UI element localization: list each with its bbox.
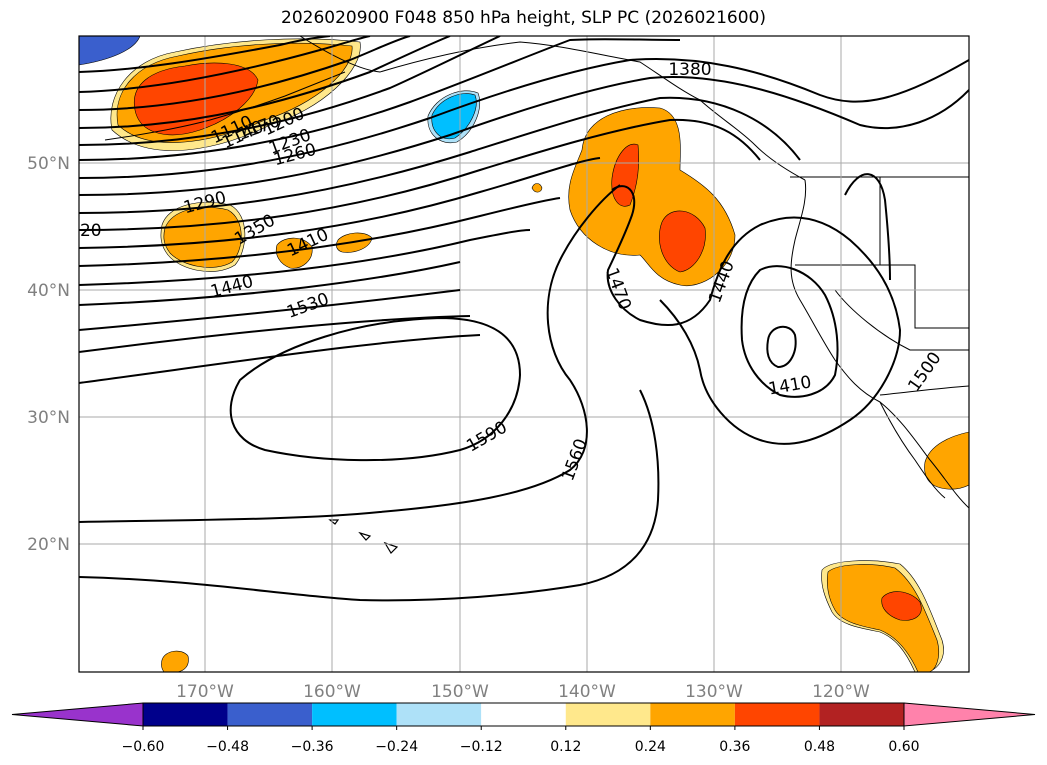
anomaly-shade-orange [161,650,189,672]
height-contour [79,58,969,179]
lon-tick-label: 140°W [558,682,616,702]
colorbar-tick-label: 0.48 [804,739,835,755]
contour-label: 1440 [209,272,256,303]
colorbar-segment [481,703,566,726]
colorbar-tick-label: 0.12 [550,739,581,755]
alaska-coast [299,36,806,181]
lon-tick-label: 170°W [176,682,234,702]
anomaly-shade-red [881,591,922,621]
height-contour [79,36,331,73]
us-mexico-border [879,385,969,396]
colorbar-segment [565,703,651,726]
height-contour [79,118,761,231]
contour-label: 1590 [463,418,510,457]
height-contour [79,334,481,384]
height-contour [79,96,801,214]
colorbar-tick-label: −0.12 [460,739,503,755]
lat-tick-label: 50°N [27,154,70,174]
colorbar-segment [819,703,904,726]
colorbar-tick-label: −0.60 [122,739,165,755]
colorbar-segment [227,703,313,726]
anomaly-shade-orange [275,237,313,269]
colorbar-segment [396,703,482,726]
colorbar-tick-label: −0.24 [375,739,418,755]
lat-tick-label: 30°N [27,408,70,428]
height-contour [79,197,561,267]
height-contour [79,389,660,602]
height-contour [79,38,681,161]
anomaly-shade-blue [431,93,477,140]
us-state-line-2 [834,289,969,351]
colorbar-extend-high [903,702,1036,727]
anomaly-shade-orange [826,564,939,672]
colorbar-tick-label: −0.48 [206,739,249,755]
anomaly-shade-orange [531,183,543,193]
lon-tick-label: 120°W [812,682,870,702]
height-contour [79,36,501,146]
height-contour [79,157,601,249]
height-contour [740,265,839,398]
lat-tick-label: 40°N [27,281,70,301]
map-frame [78,35,970,673]
height-contour [229,316,522,462]
height-contour [79,36,451,129]
colorbar-segment [143,703,228,726]
height-contour [79,261,461,306]
colorbar-tick-label: 0.60 [888,739,919,755]
anomaly-shade-orange [568,107,736,287]
height-contour [79,289,461,331]
north-america-coast [790,179,969,509]
height-contour [79,76,969,196]
height-contour [79,184,621,523]
colorbar-segment [734,703,820,726]
interior-border-2 [914,290,969,329]
lat-tick-label: 20°N [27,535,70,555]
height-contour [79,36,411,111]
anomaly-shade-orange [924,431,969,490]
height-contour [79,229,531,286]
contour-label: 1530 [284,289,331,323]
hawaii-islands [328,519,399,554]
lon-tick-label: 130°W [685,682,743,702]
colorbar-segment [312,703,397,726]
colorbar-tick-label: −0.36 [291,739,334,755]
colorbar-segment [650,703,735,726]
height-contour [766,325,797,369]
colorbar-tick-label: 0.36 [719,739,750,755]
contour-label: 1320 [58,221,101,241]
height-contour [606,185,902,445]
contour-label: 1380 [668,60,711,80]
anomaly-shade-royalblue [79,36,141,66]
contour-label: 1470 [601,265,635,312]
anomaly-shade-red [133,62,259,136]
height-contour [844,173,891,281]
colorbar-tick-label: 0.24 [635,739,666,755]
lon-tick-label: 150°W [431,682,489,702]
height-contour [79,315,471,353]
lon-tick-label: 160°W [303,682,361,702]
chart-title: 2026020900 F048 850 hPa height, SLP PC (… [281,8,766,28]
anomaly-shade-red [659,210,706,273]
colorbar-extend-low [11,702,144,727]
colorbar-frame [142,702,905,727]
height-contour [79,36,371,93]
